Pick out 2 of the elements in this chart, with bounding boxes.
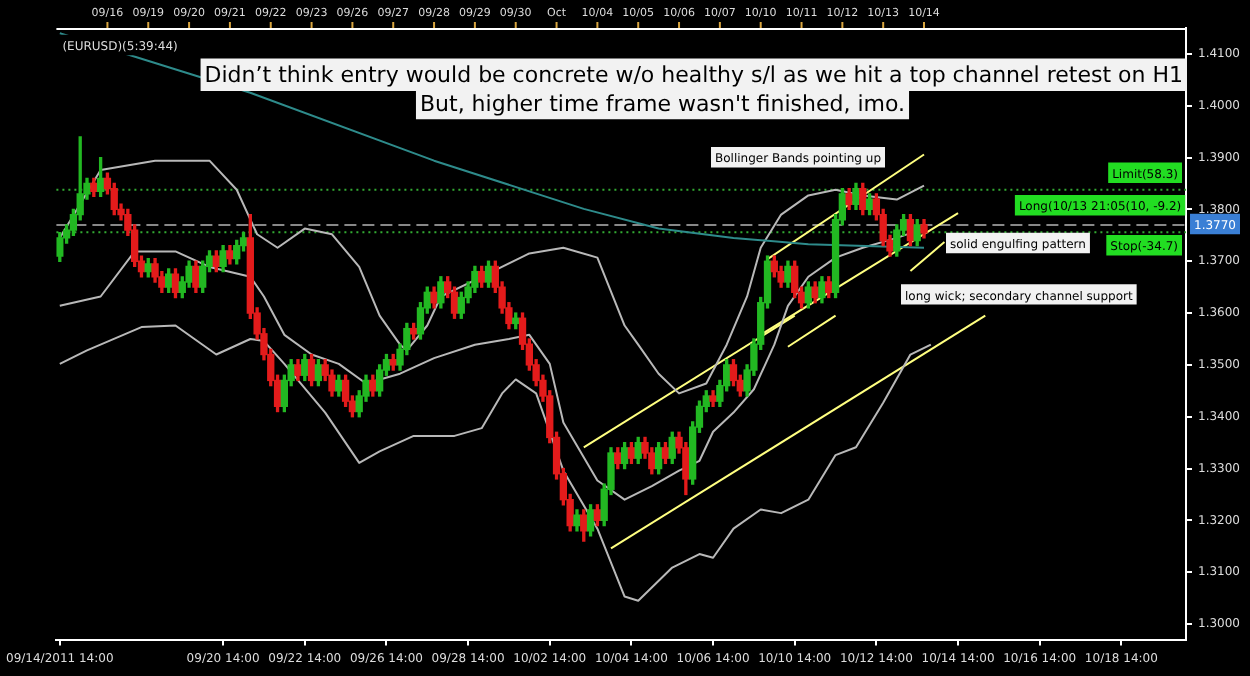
annotation: Didn’t think entry would be concrete w/o healthy s/l as we hit a top channel retest on H1: [204, 62, 1183, 89]
annotation: But, higher time frame wasn't finished, imo.: [419, 90, 906, 117]
